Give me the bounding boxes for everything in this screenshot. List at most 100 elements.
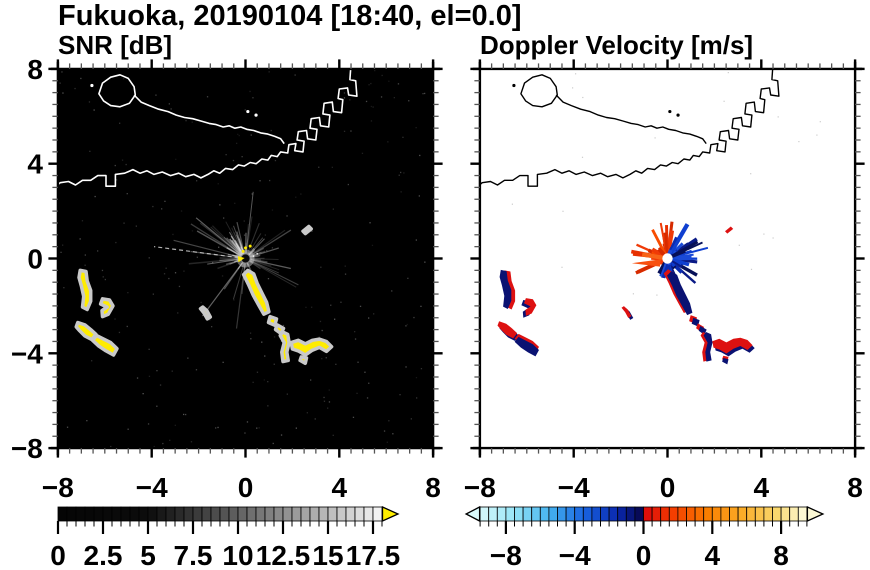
vel-x-tick-label: 0: [660, 472, 676, 503]
coast-island: [520, 74, 558, 108]
snr-colorbar-cell: [210, 506, 221, 522]
y-tick-label: 0: [27, 244, 43, 275]
snr-colorbar-cell: [120, 506, 131, 522]
vel-colorbar-cell: [660, 506, 670, 522]
vel-colorbar-cell: [789, 506, 799, 522]
snr-echo-trail-upper: [241, 268, 271, 316]
vel-colorbar-cell: [582, 506, 593, 522]
snr-colorbar-cell: [201, 506, 212, 522]
vel-echo-west-banana-navy: [499, 269, 512, 309]
snr-colorbar-cell: [372, 506, 383, 522]
snr-colorbar-cell: [327, 506, 338, 522]
vel-colorbar-cell: [643, 506, 653, 522]
snr-colorbar-cell: [111, 506, 122, 522]
coast-islet: [676, 113, 680, 117]
vel-colorbar-cell: [634, 506, 644, 522]
vel-colorbar-cell: [522, 506, 533, 522]
vel-colorbar-cell: [488, 506, 498, 522]
snr-echo-west-hook: [98, 297, 115, 319]
vel-colorbar-cell: [531, 506, 541, 522]
vel-colorbar-cell: [754, 506, 765, 522]
vel-orange-dart: [631, 259, 661, 267]
snr-colorbar-cell: [93, 506, 104, 522]
vel-colorbar-tick-label: 0: [636, 540, 652, 570]
snr-x-tick-label: 8: [425, 472, 441, 503]
snr-x-tick-label: 4: [332, 472, 348, 503]
vel-echo-dash-ne-red: [725, 226, 734, 234]
vel-echo-west-hook-red: [524, 298, 537, 316]
vel-echo-dash-sw-red: [621, 306, 632, 318]
snr-coastline: [57, 68, 358, 187]
vel-colorbar-cell: [737, 506, 748, 522]
vel-echo-trail-upper-navy: [667, 271, 693, 316]
snr-panel-title: SNR [dB]: [58, 30, 173, 60]
snr-colorbar-tick-label: 2.5: [84, 540, 123, 570]
vel-panel: −8 −4 0 4 8: [464, 59, 865, 503]
snr-colorbar-cell: [183, 506, 194, 522]
coast-islet: [668, 109, 672, 114]
vel-echo-trail-bit-navy: [722, 358, 729, 365]
vel-colorbar-tick-label: −4: [559, 540, 591, 570]
vel-plot-area: [479, 68, 856, 449]
snr-colorbar-cell: [75, 506, 86, 522]
vel-under-range-arrow: [464, 505, 481, 523]
vel-colorbar-cell: [772, 506, 782, 522]
vel-colorbar-cell: [505, 506, 515, 522]
vel-colorbar-tick-label: 4: [705, 540, 721, 570]
snr-x-tick-label: 0: [238, 472, 254, 503]
snr-colorbar-cell: [273, 506, 284, 522]
vel-colorbar-cell: [651, 506, 662, 522]
snr-colorbar: 0 2.5 5 7.5 10 12.5 15 17.5: [50, 505, 401, 570]
snr-frame: [48, 59, 443, 458]
vel-colorbar-cell: [677, 506, 687, 522]
vel-colorbar-cell: [514, 506, 524, 522]
snr-colorbar-cell: [192, 506, 203, 522]
vel-x-tick-label: −8: [464, 472, 496, 503]
figure-title: Fukuoka, 20190104 [18:40, el=0.0]: [58, 0, 522, 32]
vel-echo-west-bar-1-red: [497, 321, 518, 339]
snr-colorbar-tick-label: 0: [50, 540, 66, 570]
vel-colorbar-cell: [729, 506, 739, 522]
snr-colorbar-tick-label: 5: [140, 540, 156, 570]
coast-sand-spit: [555, 94, 707, 145]
snr-colorbar-cell: [228, 506, 239, 522]
vel-x-tick-label: 8: [847, 472, 863, 503]
snr-colorbar-cell: [156, 506, 167, 522]
vel-noise-speckle: [511, 72, 821, 296]
vel-x-tick-label: 4: [754, 472, 770, 503]
vel-colorbar-cell: [686, 506, 696, 522]
snr-colorbar-tick-label: 17.5: [346, 540, 401, 570]
snr-colorbar-cell: [345, 506, 356, 522]
snr-echo-west-bar-2: [90, 333, 119, 357]
vel-over-range-arrow: [806, 505, 825, 523]
coast-mainland: [479, 68, 780, 187]
vel-colorbar-cell: [763, 506, 773, 522]
snr-echo-blobs: [74, 224, 334, 366]
vel-panel-title: Doppler Velocity [m/s]: [480, 30, 754, 60]
snr-colorbar-cell: [174, 506, 185, 522]
vel-colorbar-cell: [625, 506, 636, 522]
coast-island: [98, 74, 137, 108]
snr-x-tick-label: −4: [136, 472, 168, 503]
snr-radar-center: [236, 244, 259, 268]
vel-colorbar-cell: [496, 506, 507, 522]
vel-colorbar-cell: [591, 506, 601, 522]
snr-colorbar-tick-label: 7.5: [174, 540, 213, 570]
vel-colorbar-cell: [539, 506, 550, 522]
coast-mainland: [57, 68, 358, 187]
snr-colorbar-cell: [237, 506, 248, 522]
vel-colorbar-tick-label: 8: [773, 540, 789, 570]
snr-echo-dash-sw: [198, 305, 213, 321]
snr-colorbar-cell: [363, 506, 374, 522]
snr-long-thin-ray: [153, 246, 246, 260]
vel-echo-blobs: [497, 226, 755, 365]
snr-panel: −8 −4 0 4 8 −8 −4 0 4 8: [11, 54, 443, 503]
snr-colorbar-cell: [354, 506, 365, 522]
vel-frame: [470, 59, 865, 458]
y-tick-label: −8: [11, 433, 43, 464]
coast-islet: [90, 83, 94, 88]
snr-colorbar-cell: [300, 506, 311, 522]
vel-colorbar-cell: [600, 506, 610, 522]
snr-colorbar-tick-label: 12.5: [256, 540, 311, 570]
snr-echo-trail-cluster: [289, 337, 334, 357]
